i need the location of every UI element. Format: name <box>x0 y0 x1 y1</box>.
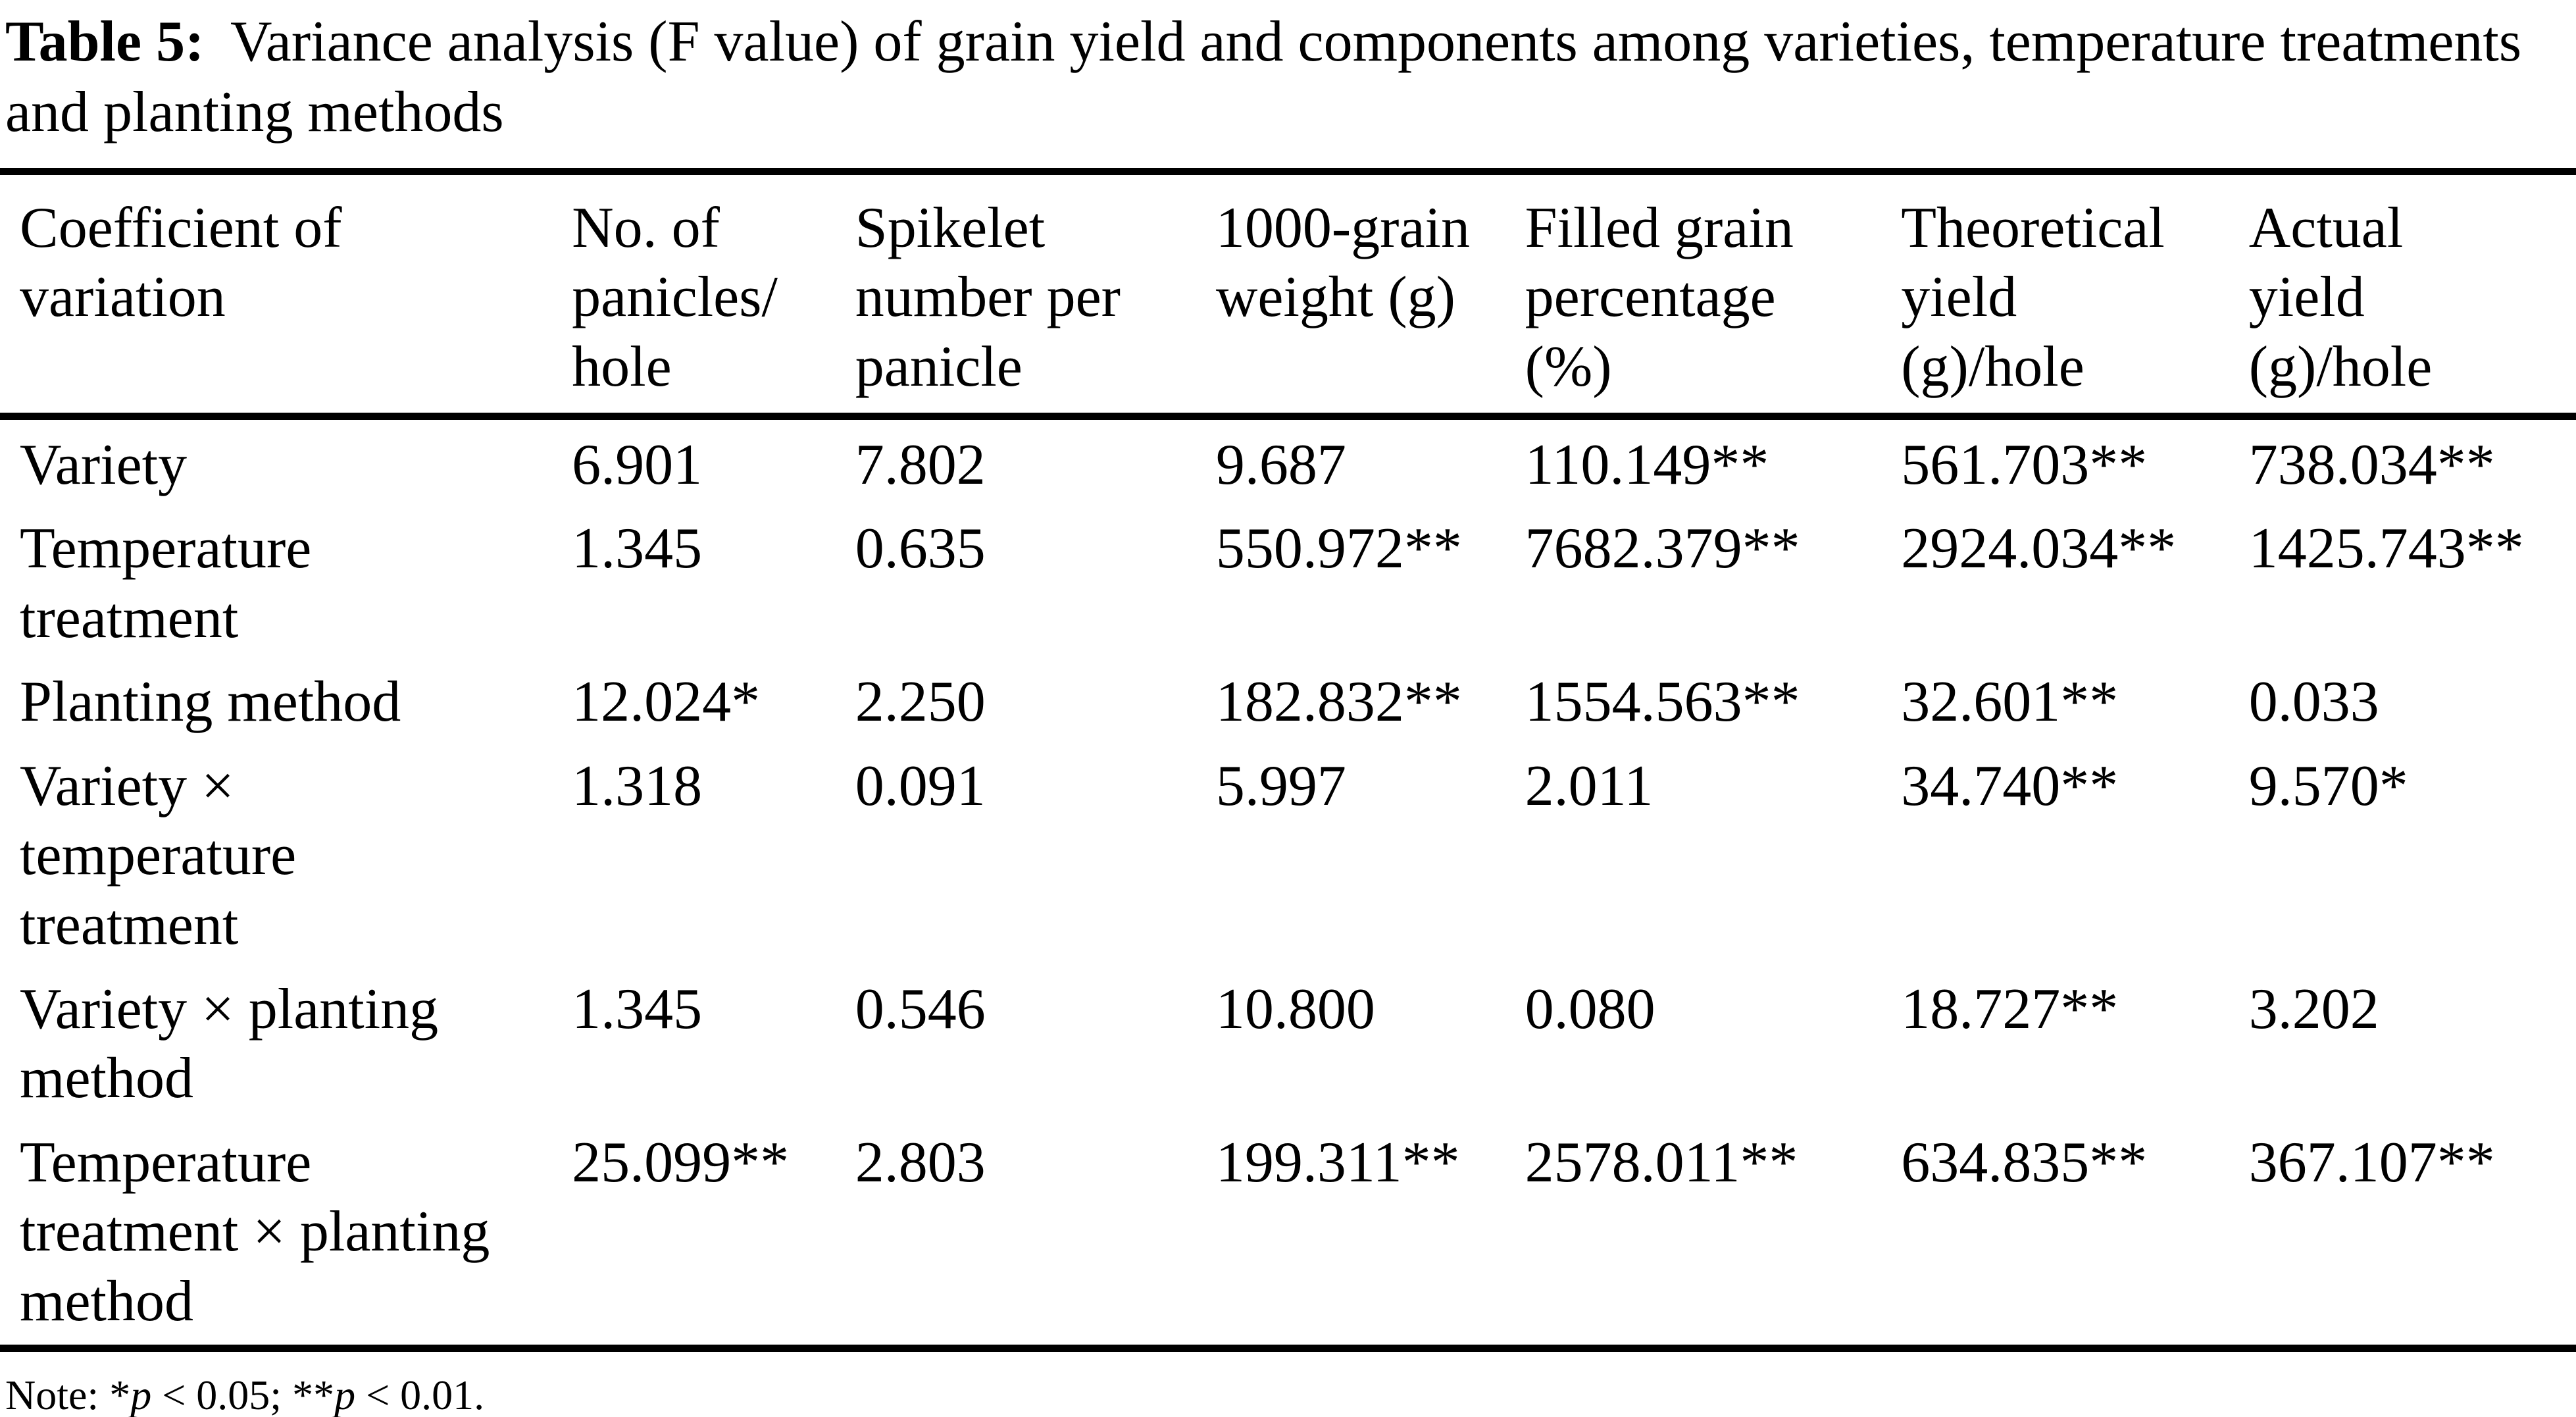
note-p-symbol: p <box>130 1371 152 1417</box>
cell-value: 12.024* <box>572 670 761 734</box>
cell-value: 550.972** <box>1215 517 1462 581</box>
cell-value: 0.546 <box>855 977 986 1041</box>
cell-value: 9.570* <box>2248 754 2408 818</box>
cell-value: 1.345 <box>572 977 703 1041</box>
cell-value: 9.687 <box>1215 432 1346 497</box>
cell-value: 1425.743** <box>2248 517 2524 581</box>
note-text: < 0.01. <box>355 1371 485 1417</box>
table-row: Temperature treatment 1.345 0.635 550.97… <box>0 514 2576 667</box>
cell-value: 18.727** <box>1901 977 2119 1041</box>
table-caption: Table 5: Variance analysis (F value) of g… <box>0 0 2576 168</box>
table-row: Temperature treatment × planting method … <box>0 1128 2576 1348</box>
table-caption-number: Table 5: <box>5 10 205 74</box>
table-caption-text: Variance analysis (F value) of grain yie… <box>5 10 2522 145</box>
note-text: Note: * <box>5 1371 131 1417</box>
cell-value: 32.601** <box>1901 670 2119 734</box>
row-label: Planting method <box>20 670 401 734</box>
row-label: Temperature treatment × planting method <box>20 1130 490 1334</box>
column-header-1000-grain-weight: 1000-grain weight (g) <box>1215 171 1525 420</box>
cell-value: 1.318 <box>572 754 703 818</box>
variance-analysis-table: Coefficient of variation No. of panicles… <box>0 167 2576 1352</box>
cell-value: 1.345 <box>572 517 703 581</box>
row-label: Variety <box>20 432 188 497</box>
note-p-symbol: p <box>334 1371 356 1417</box>
cell-value: 7.802 <box>855 432 986 497</box>
column-header-actual-yield: Actual yield (g)/hole <box>2248 171 2576 420</box>
cell-value: 6.901 <box>572 432 703 497</box>
cell-value: 561.703** <box>1901 432 2148 497</box>
cell-value: 34.740** <box>1901 754 2119 818</box>
column-header-no-of-panicles: No. of panicles/ hole <box>572 171 855 420</box>
cell-value: 0.033 <box>2248 670 2379 734</box>
column-header-theoretical-yield: Theoretical yield (g)/hole <box>1901 171 2249 420</box>
column-header-spikelet-number: Spikelet number per panicle <box>855 171 1216 420</box>
cell-value: 634.835** <box>1901 1130 2148 1195</box>
cell-value: 0.635 <box>855 517 986 581</box>
table-row: Variety 6.901 7.802 9.687 110.149** 561.… <box>0 416 2576 514</box>
cell-value: 182.832** <box>1215 670 1462 734</box>
table-note: Note: *p < 0.05; **p < 0.01. <box>0 1352 2576 1417</box>
cell-value: 2.011 <box>1525 754 1654 818</box>
cell-value: 199.311** <box>1215 1130 1460 1195</box>
cell-value: 2.803 <box>855 1130 986 1195</box>
table-row: Variety × temperature treatment 1.318 0.… <box>0 752 2576 975</box>
header-row: Coefficient of variation No. of panicles… <box>0 171 2576 420</box>
row-label: Variety × planting method <box>20 977 439 1111</box>
cell-value: 3.202 <box>2248 977 2379 1041</box>
cell-value: 110.149** <box>1525 432 1769 497</box>
cell-value: 2924.034** <box>1901 517 2177 581</box>
column-header-coefficient-of-variation: Coefficient of variation <box>0 171 572 420</box>
column-header-filled-grain-percentage: Filled grain percentage (%) <box>1525 171 1902 420</box>
cell-value: 1554.563** <box>1525 670 1800 734</box>
note-text: < 0.05; ** <box>151 1371 335 1417</box>
cell-value: 25.099** <box>572 1130 790 1195</box>
table-row: Planting method 12.024* 2.250 182.832** … <box>0 667 2576 752</box>
row-label: Variety × temperature treatment <box>20 754 297 958</box>
cell-value: 5.997 <box>1215 754 1346 818</box>
cell-value: 2578.011** <box>1525 1130 1798 1195</box>
table-row: Variety × planting method 1.345 0.546 10… <box>0 975 2576 1128</box>
cell-value: 2.250 <box>855 670 986 734</box>
cell-value: 0.080 <box>1525 977 1655 1041</box>
row-label: Temperature treatment <box>20 517 312 650</box>
cell-value: 367.107** <box>2248 1130 2495 1195</box>
cell-value: 7682.379** <box>1525 517 1800 581</box>
cell-value: 10.800 <box>1215 977 1375 1041</box>
cell-value: 738.034** <box>2248 432 2495 497</box>
cell-value: 0.091 <box>855 754 986 818</box>
